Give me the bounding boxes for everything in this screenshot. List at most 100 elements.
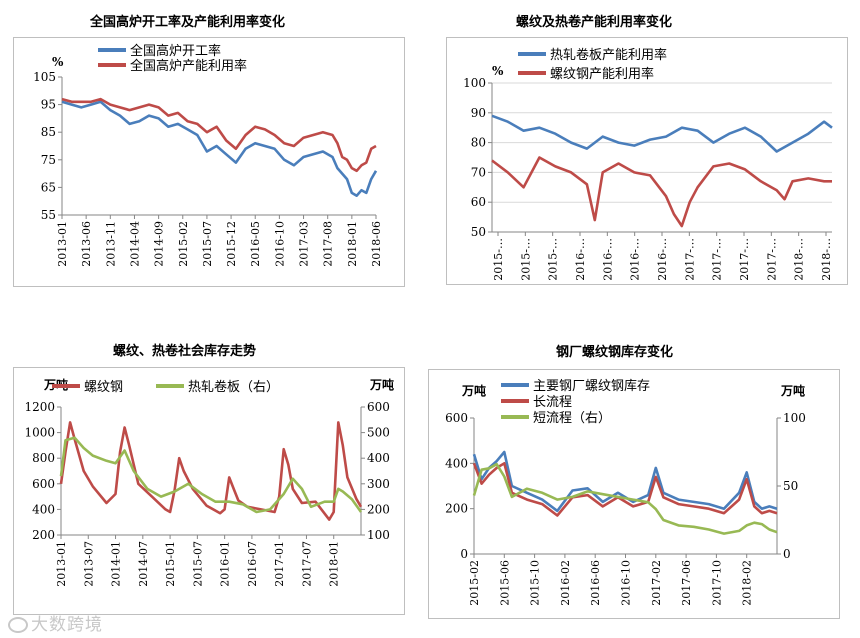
- x-tick-label-3: 2014-04: [128, 221, 141, 267]
- y-tick-label-0: 0: [460, 547, 468, 561]
- y2-tick-label-2: 100: [783, 411, 806, 425]
- series-line-1: [491, 156, 832, 228]
- y2-tick-label-0: 100: [367, 528, 390, 542]
- chart4-title: 钢厂螺纹钢库存变化: [556, 345, 674, 360]
- y-tick-label-0: 50: [471, 225, 486, 239]
- y-tick-label-4: 1000: [24, 426, 55, 440]
- x-tick-label-8: 2016-05: [249, 221, 262, 267]
- x-tick-label-4: 2016-06: [589, 560, 602, 606]
- chart1-plot: 55 65 75 85 95 105 2013-01 2013-06 2013-11 2014-0…: [33, 43, 383, 267]
- y2-tick-label-2: 300: [367, 477, 390, 491]
- legend-label-0: 主要钢厂螺纹钢库存: [533, 378, 650, 394]
- x-tick-label-2: 2015-10: [529, 560, 542, 606]
- x-tick-label-0: 2015-02: [468, 560, 481, 606]
- y-tick-label-3: 85: [41, 125, 56, 139]
- y-tick-label-4: 90: [471, 106, 486, 120]
- x-tick-label-13: 2018-06: [370, 221, 383, 267]
- x-tick-label-4: 2015-01: [164, 541, 177, 587]
- x-tick-label-2: 2014-01: [110, 541, 123, 587]
- legend-label-0: 全国高炉开工率: [130, 43, 221, 59]
- y-tick-label-3: 600: [445, 411, 468, 425]
- x-tick-label-12: 2018-01: [346, 221, 359, 267]
- x-tick-label-5: 2015-02: [177, 221, 190, 267]
- chart2-plot: 50 60 70 80 90 100 2015-… 2015-… 2015-… 2016-… 201…: [463, 47, 833, 281]
- y-tick-label-2: 400: [445, 456, 468, 470]
- y2-tick-label-4: 500: [367, 426, 390, 440]
- chart4-frame: 0 200 400 600 0 50 100 2015-02 2015-06 2015-10 201…: [428, 369, 840, 619]
- y-unit-label: %: [52, 55, 64, 69]
- legend-label-1: 长流程: [533, 395, 572, 410]
- x-tick-label-7: 2015-12: [225, 221, 238, 267]
- x-tick-label-9: 2018-02: [741, 560, 754, 606]
- x-tick-label-6: 2015-07: [201, 221, 214, 267]
- chart3-frame: 200 400 600 800 1000 1200 100 200 300 400 500 600 20…: [13, 367, 405, 615]
- x-tick-label-9: 2017-07: [300, 541, 313, 587]
- chart2-frame: 50 60 70 80 90 100 2015-… 2015-… 2015-… 2016-… 201…: [446, 37, 848, 285]
- y-unit-label: 万吨: [461, 383, 486, 398]
- x-tick-label-6: 2017-02: [650, 560, 663, 606]
- y-tick-label-2: 600: [32, 477, 55, 491]
- legend-label-1: 螺纹钢产能利用率: [550, 66, 654, 82]
- x-tick-label-8: 2017-…: [711, 238, 724, 281]
- x-tick-label-12: 2018-…: [820, 238, 833, 281]
- legend-label-0: 螺纹钢: [84, 380, 123, 395]
- series-line-0: [491, 114, 833, 153]
- y-tick-label-1: 400: [32, 502, 55, 516]
- x-tick-label-7: 2017-06: [680, 560, 693, 606]
- x-tick-label-4: 2016-…: [601, 238, 614, 281]
- y-tick-label-2: 70: [471, 165, 486, 179]
- x-tick-label-7: 2017-…: [683, 238, 696, 281]
- x-tick-label-8: 2017-01: [273, 541, 286, 587]
- y-tick-label-5: 100: [463, 76, 486, 90]
- series-line-1: [61, 97, 377, 173]
- y-tick-label-1: 200: [445, 502, 468, 516]
- watermark: 大数跨境: [8, 610, 103, 635]
- legend-label-1: 热轧卷板（右）: [188, 379, 279, 395]
- chart3-title: 螺纹、热卷社会库存走势: [113, 344, 257, 359]
- y-tick-label-5: 1200: [24, 400, 55, 414]
- chart1-frame: 55 65 75 85 95 105 2013-01 2013-06 2013-11 2014-0…: [13, 37, 405, 287]
- x-tick-label-3: 2014-07: [137, 541, 150, 587]
- y-tick-label-3: 80: [471, 136, 486, 150]
- x-tick-label-0: 2013-01: [55, 541, 68, 587]
- x-tick-label-0: 2015-…: [492, 238, 505, 281]
- legend-label-2: 短流程（右）: [533, 411, 611, 426]
- y2-unit-label: 万吨: [780, 383, 805, 398]
- y-tick-label-2: 75: [41, 153, 56, 167]
- y-tick-label-0: 55: [41, 208, 56, 222]
- x-tick-label-3: 2016-02: [559, 560, 572, 606]
- x-tick-label-10: 2017-…: [765, 238, 778, 281]
- x-tick-label-11: 2018-…: [793, 238, 806, 281]
- y2-tick-label-0: 0: [783, 547, 791, 561]
- y2-unit-label: 万吨: [369, 377, 394, 392]
- x-tick-label-11: 2017-08: [322, 221, 335, 267]
- x-tick-label-2: 2013-11: [104, 221, 117, 267]
- watermark-logo-icon: [8, 617, 28, 633]
- x-tick-label-1: 2013-06: [80, 221, 93, 267]
- chart1-title: 全国高炉开工率及产能利用率变化: [90, 15, 286, 30]
- x-tick-label-1: 2015-…: [519, 238, 532, 281]
- y-tick-label-1: 60: [471, 195, 486, 209]
- y2-tick-label-3: 400: [367, 451, 390, 465]
- y2-tick-label-1: 200: [367, 502, 390, 516]
- x-tick-label-10: 2018-01: [328, 541, 341, 587]
- y2-tick-label-1: 50: [783, 479, 798, 493]
- x-tick-label-7: 2016-07: [246, 541, 259, 587]
- x-tick-label-6: 2016-01: [219, 541, 232, 587]
- y-tick-label-3: 800: [32, 451, 55, 465]
- y-tick-label-0: 200: [32, 528, 55, 542]
- x-tick-label-9: 2016-10: [273, 221, 286, 267]
- x-tick-label-0: 2013-01: [56, 221, 69, 267]
- x-tick-label-1: 2015-06: [498, 560, 511, 606]
- y-tick-label-5: 105: [33, 70, 56, 84]
- watermark-text: 大数跨境: [31, 615, 103, 635]
- y2-tick-label-5: 600: [367, 400, 390, 414]
- legend-label-0: 热轧卷板产能利用率: [550, 47, 667, 63]
- legend-label-1: 全国高炉产能利用率: [130, 58, 247, 74]
- x-tick-label-5: 2016-…: [629, 238, 642, 281]
- y-tick-label-1: 65: [41, 180, 56, 194]
- y-unit-label: %: [492, 64, 504, 78]
- x-tick-label-3: 2016-…: [574, 238, 587, 281]
- x-tick-label-10: 2017-03: [298, 221, 311, 267]
- chart3-plot: 200 400 600 800 1000 1200 100 200 300 400 500 600 20…: [24, 377, 394, 587]
